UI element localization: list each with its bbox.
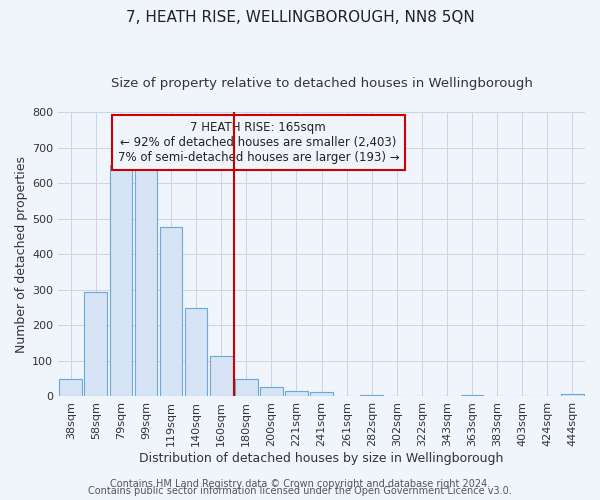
- Bar: [235, 380, 257, 396]
- Text: Contains public sector information licensed under the Open Government Licence v3: Contains public sector information licen…: [88, 486, 512, 496]
- Bar: [59, 380, 82, 396]
- Bar: [134, 160, 157, 396]
- Bar: [285, 391, 308, 396]
- Text: 7 HEATH RISE: 165sqm
← 92% of detached houses are smaller (2,403)
7% of semi-det: 7 HEATH RISE: 165sqm ← 92% of detached h…: [118, 121, 399, 164]
- Bar: [361, 394, 383, 396]
- Bar: [561, 394, 584, 396]
- Bar: [110, 166, 132, 396]
- X-axis label: Distribution of detached houses by size in Wellingborough: Distribution of detached houses by size …: [139, 452, 504, 465]
- Text: 7, HEATH RISE, WELLINGBOROUGH, NN8 5QN: 7, HEATH RISE, WELLINGBOROUGH, NN8 5QN: [125, 10, 475, 25]
- Bar: [310, 392, 333, 396]
- Bar: [85, 292, 107, 397]
- Y-axis label: Number of detached properties: Number of detached properties: [15, 156, 28, 353]
- Bar: [461, 394, 484, 396]
- Bar: [210, 356, 233, 397]
- Title: Size of property relative to detached houses in Wellingborough: Size of property relative to detached ho…: [110, 78, 533, 90]
- Text: Contains HM Land Registry data © Crown copyright and database right 2024.: Contains HM Land Registry data © Crown c…: [110, 479, 490, 489]
- Bar: [185, 308, 208, 396]
- Bar: [260, 386, 283, 396]
- Bar: [160, 227, 182, 396]
